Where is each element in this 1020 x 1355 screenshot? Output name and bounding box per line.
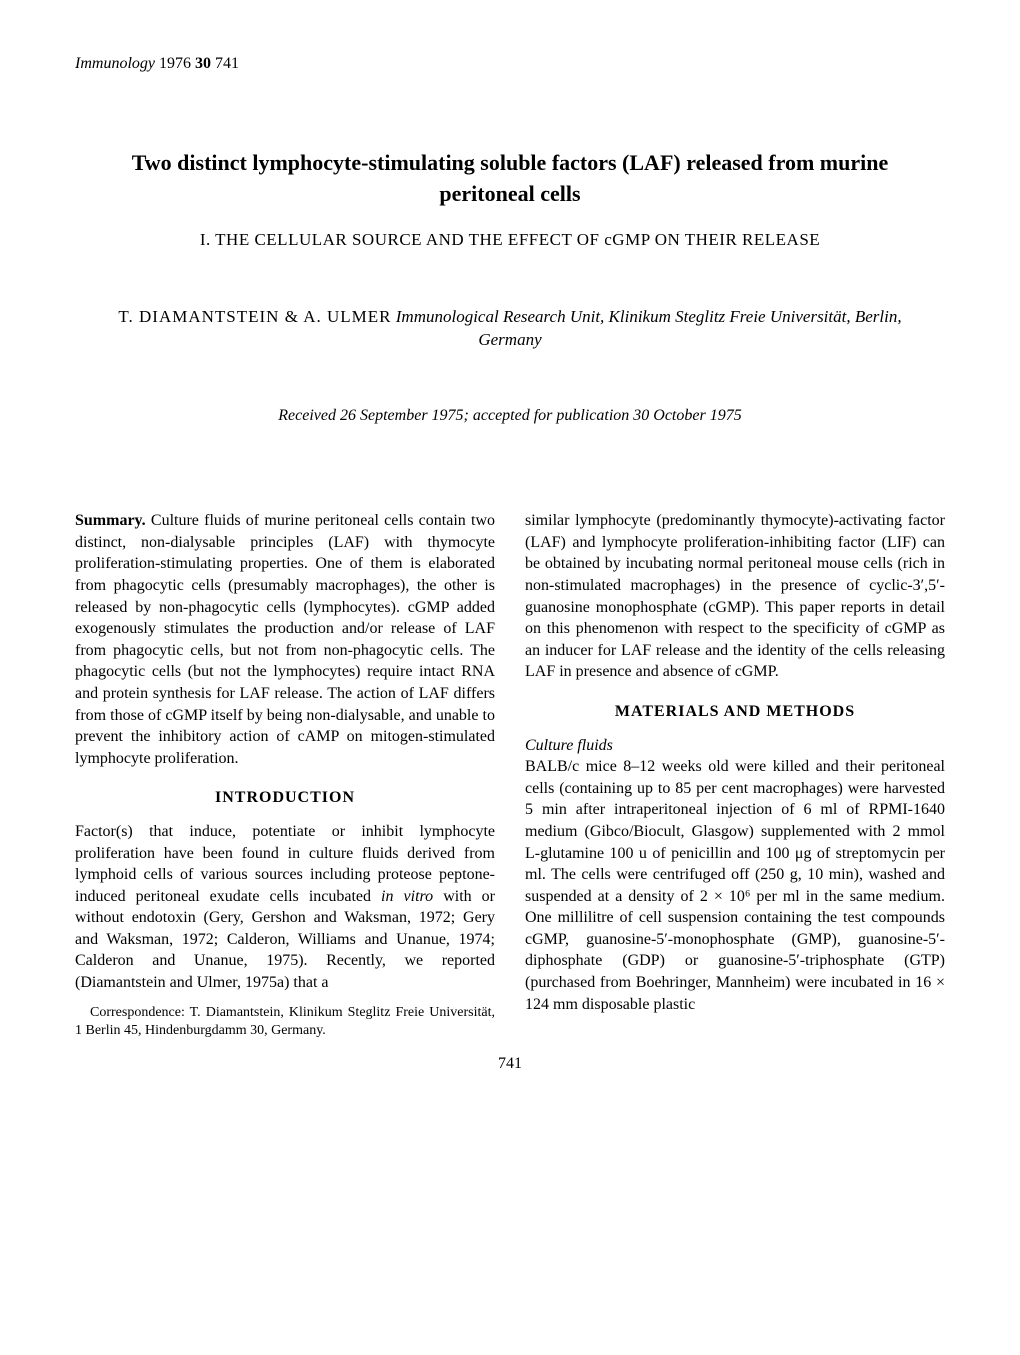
right-column: similar lymphocyte (predominantly thymoc…: [525, 510, 945, 1040]
page-number: 741: [75, 1055, 945, 1073]
dates-line: Received 26 September 1975; accepted for…: [75, 407, 945, 425]
introduction-heading: INTRODUCTION: [75, 787, 495, 809]
intro-paragraph: Factor(s) that induce, potentiate or inh…: [75, 821, 495, 994]
culture-fluids-text: BALB/c mice 8–12 weeks old were killed a…: [525, 756, 945, 1015]
summary-text: Culture fluids of murine peritoneal cell…: [75, 512, 495, 767]
in-vitro-italic: in vitro: [381, 888, 433, 905]
journal-volume: 30: [195, 55, 211, 72]
correspondence: Correspondence: T. Diamantstein, Kliniku…: [75, 1004, 495, 1040]
affiliation: Immunological Research Unit, Klinikum St…: [396, 307, 902, 350]
article-subtitle: I. THE CELLULAR SOURCE AND THE EFFECT OF…: [75, 230, 945, 250]
authors: T. DIAMANTSTEIN & A. ULMER: [118, 307, 391, 326]
col2-para1: similar lymphocyte (predominantly thymoc…: [525, 510, 945, 683]
left-column: Summary. Culture fluids of murine perito…: [75, 510, 495, 1040]
article-title: Two distinct lymphocyte-stimulating solu…: [75, 148, 945, 210]
summary-paragraph: Summary. Culture fluids of murine perito…: [75, 510, 495, 769]
journal-page: 741: [215, 55, 239, 72]
authors-line: T. DIAMANTSTEIN & A. ULMER Immunological…: [75, 305, 945, 353]
summary-label: Summary.: [75, 512, 146, 529]
journal-year: 1976: [159, 55, 191, 72]
journal-name: Immunology: [75, 55, 155, 72]
culture-fluids-heading: Culture fluids: [525, 735, 945, 757]
body-columns: Summary. Culture fluids of murine perito…: [75, 510, 945, 1040]
materials-heading: MATERIALS AND METHODS: [525, 701, 945, 723]
journal-reference: Immunology 1976 30 741: [75, 55, 945, 73]
